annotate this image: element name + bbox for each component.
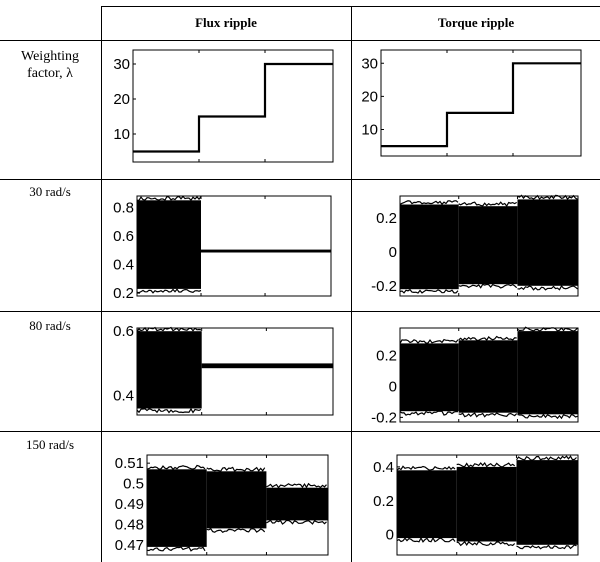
y-tick-label: 0.6	[113, 228, 134, 245]
ripple-band	[147, 469, 207, 547]
ripple-band	[458, 206, 518, 285]
ripple-band	[201, 363, 333, 369]
y-tick-label: 30	[113, 56, 130, 73]
ripple-band	[456, 466, 517, 542]
ripple-envelope-bottom	[396, 536, 456, 543]
ripple-envelope-top	[396, 465, 456, 471]
y-tick-label: 0.2	[113, 285, 134, 302]
plot-frame	[399, 327, 579, 423]
row-label-30: 30 rad/s	[29, 184, 71, 199]
plot-frame	[399, 195, 579, 297]
y-tick-label: 0.4	[113, 257, 134, 274]
row-label-80: 80 rad/s	[29, 318, 71, 333]
ripple-band	[400, 343, 459, 412]
table-grid	[0, 6, 600, 562]
ripple-envelope-top	[266, 482, 327, 489]
ripple-band	[400, 204, 459, 290]
ripple-band	[397, 470, 457, 539]
column-header-torque: Torque ripple	[438, 15, 514, 30]
ripple-envelope-bottom	[517, 413, 578, 420]
y-tick-label: 0.5	[123, 476, 144, 493]
ripple-envelope-top	[458, 201, 518, 208]
plot-frame	[132, 49, 334, 163]
y-tick-label: 0.2	[373, 493, 394, 510]
ripple-band	[206, 471, 267, 529]
column-header-flux: Flux ripple	[195, 15, 257, 30]
weighting-factor-line	[381, 62, 581, 148]
ripple-band	[516, 460, 578, 545]
ripple-envelope-bottom	[266, 519, 327, 525]
y-tick-label: 0.47	[115, 537, 144, 554]
y-tick-label: 0	[389, 244, 397, 261]
chart-torque-150: 0.4 0.2 0	[373, 454, 579, 556]
chart-weighting-flux: 30 20 10	[113, 49, 334, 163]
plot-frame	[136, 195, 332, 297]
y-tick-label: 0.51	[115, 455, 144, 472]
chart-weighting-torque: 30 20 10	[361, 49, 582, 157]
ripple-envelope-top	[399, 338, 459, 344]
ripple-envelope-top	[516, 455, 577, 461]
y-tick-label: 0.8	[113, 199, 134, 216]
chart-flux-80: 0.6 0.4	[113, 323, 334, 416]
chart-torque-80: 0.2 0 -0.2	[371, 326, 579, 426]
y-tick-label: 30	[361, 55, 378, 72]
ripple-band	[458, 340, 518, 413]
ripple-envelope-bottom	[517, 284, 578, 291]
ripple-band	[266, 487, 328, 521]
ripple-envelope-bottom	[458, 412, 518, 418]
ripple-envelope-top	[206, 466, 266, 473]
ripple-envelope-bottom	[516, 544, 577, 550]
ripple-envelope-bottom	[399, 410, 459, 416]
y-tick-label: 20	[361, 88, 378, 105]
ripple-envelope-bottom	[136, 288, 202, 294]
y-tick-label: 10	[113, 126, 130, 143]
ripple-band	[137, 200, 201, 289]
ripple-band	[137, 331, 202, 409]
ripple-band	[517, 199, 578, 286]
ripple-envelope-top	[136, 195, 202, 202]
plot-frame	[396, 454, 579, 556]
y-tick-label: -0.2	[371, 409, 397, 426]
ripple-envelope-top	[456, 461, 516, 468]
row-label-weighting-line2: factor, λ	[27, 66, 73, 81]
y-tick-label: 0.6	[113, 323, 134, 340]
plot-frame	[136, 327, 334, 416]
ripple-envelope-top	[399, 200, 459, 206]
y-tick-label: 0.2	[376, 348, 397, 365]
chart-torque-30: 0.2 0 -0.2	[371, 194, 579, 297]
y-tick-label: 0	[389, 379, 397, 396]
ripple-band	[201, 249, 331, 253]
ripple-envelope-bottom	[206, 527, 266, 534]
y-tick-label: 0.49	[115, 496, 144, 513]
ripple-envelope-bottom	[458, 283, 518, 289]
y-tick-label: -0.2	[371, 278, 397, 295]
y-tick-label: 0.2	[376, 210, 397, 227]
ripple-envelope-top	[146, 464, 206, 471]
weighting-factor-line	[133, 62, 333, 153]
chart-flux-150: 0.51 0.5 0.49 0.48 0.47	[115, 454, 329, 556]
y-tick-label: 20	[113, 91, 130, 108]
ripple-envelope-top	[517, 194, 578, 201]
row-label-150: 150 rad/s	[26, 437, 74, 452]
y-tick-label: 0.4	[113, 388, 134, 405]
ripple-envelope-top	[458, 335, 517, 342]
chart-flux-30: 0.8 0.6 0.4 0.2	[113, 195, 332, 302]
row-label-weighting-line1: Weighting	[21, 49, 79, 64]
y-tick-label: 10	[361, 122, 378, 139]
plot-frame	[146, 454, 329, 556]
ripple-envelope-bottom	[456, 540, 516, 547]
ripple-envelope-bottom	[136, 407, 202, 414]
plot-frame	[380, 49, 582, 157]
y-tick-label: 0.4	[373, 459, 394, 476]
y-tick-label: 0.48	[115, 516, 144, 533]
y-tick-label: 0	[386, 527, 394, 544]
ripple-band	[517, 331, 578, 415]
ripple-envelope-bottom	[146, 546, 206, 552]
ripple-envelope-bottom	[399, 288, 459, 294]
